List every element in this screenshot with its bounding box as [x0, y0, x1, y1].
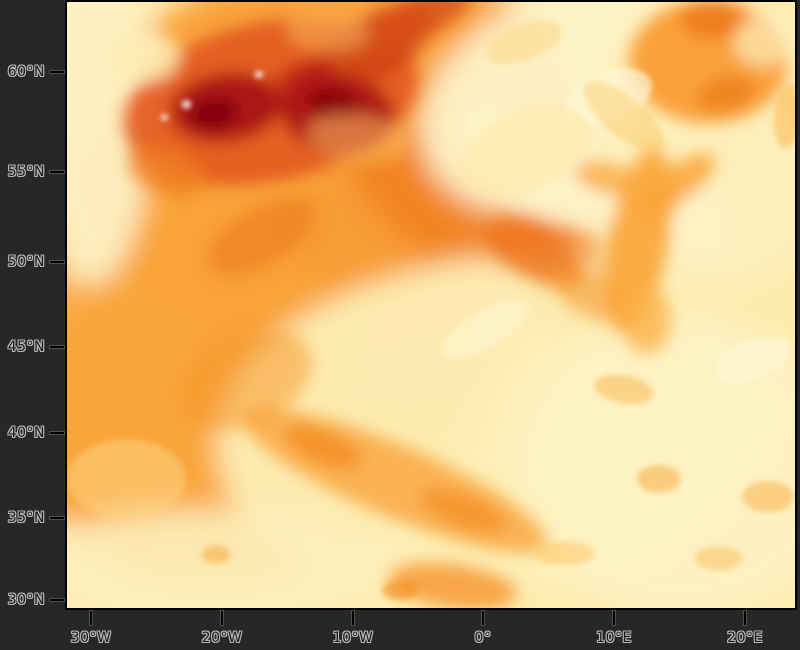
longitude-tick: [744, 611, 746, 625]
field-blob: [128, 146, 205, 196]
field-blob: [514, 319, 795, 608]
field-blob: [486, 20, 563, 64]
field-blob: [67, 508, 396, 608]
field-blob: [419, 489, 507, 533]
field-blob: [355, 256, 525, 403]
field-blob: [284, 425, 363, 469]
latitude-tick-label: 30°N: [7, 592, 45, 608]
longitude-tick-label: 30°W: [70, 630, 112, 646]
longitude-tick-label: 20°E: [727, 630, 763, 646]
field-blob: [733, 16, 794, 67]
longitude-tick-label: 10°W: [332, 630, 374, 646]
field-blob: [180, 329, 312, 430]
field-blob: [636, 153, 715, 219]
field-blob: [440, 300, 529, 360]
field-blob: [574, 161, 644, 196]
longitude-tick: [221, 611, 223, 625]
longitude-tick-label: 20°W: [201, 630, 243, 646]
latitude-tick: [50, 599, 64, 601]
latitude-tick: [50, 346, 64, 348]
longitude-tick: [352, 611, 354, 625]
field-peak-dot: [181, 100, 191, 109]
latitude-tick-label: 40°N: [7, 425, 45, 441]
latitude-tick: [50, 517, 64, 519]
map-plot-area: [65, 0, 797, 610]
field-blob: [773, 84, 795, 148]
field-blob: [67, 439, 187, 519]
field-blob: [622, 286, 671, 354]
field-peak-dot: [254, 71, 263, 78]
field-blob: [742, 480, 795, 513]
field-blob: [202, 545, 231, 564]
latitude-tick-label: 35°N: [7, 510, 45, 526]
field-blob: [697, 75, 756, 112]
longitude-tick-label: 10°E: [596, 630, 632, 646]
field-blob: [382, 580, 419, 601]
field-blob: [636, 464, 681, 493]
field-blob: [594, 374, 654, 405]
longitude-tick: [482, 611, 484, 625]
latitude-tick: [50, 71, 64, 73]
heatmap-field: [67, 2, 795, 608]
field-blob: [694, 546, 743, 571]
field-blob: [673, 190, 734, 261]
field-blob: [369, 2, 471, 47]
longitude-tick: [613, 611, 615, 625]
field-blob: [459, 104, 590, 198]
latitude-tick: [50, 261, 64, 263]
field-blob: [307, 113, 410, 163]
field-blob: [534, 541, 595, 566]
field-blob: [388, 562, 517, 608]
field-blob: [103, 30, 180, 83]
longitude-tick-label: 0°: [474, 630, 492, 646]
longitude-tick: [90, 611, 92, 625]
field-blob: [485, 217, 584, 288]
latitude-tick-label: 55°N: [7, 164, 45, 180]
latitude-tick: [50, 171, 64, 173]
field-blob: [307, 88, 360, 121]
latitude-tick-label: 50°N: [7, 254, 45, 270]
field-blob: [285, 11, 370, 52]
field-blob: [679, 2, 748, 40]
field-blob: [715, 336, 792, 383]
latitude-tick: [50, 432, 64, 434]
field-blob: [583, 80, 665, 152]
latitude-tick-label: 45°N: [7, 339, 45, 355]
field-blob: [208, 198, 316, 275]
field-peak-dot: [160, 114, 168, 121]
field-blob: [190, 98, 238, 129]
latitude-tick-label: 60°N: [7, 64, 45, 80]
field-blob: [275, 59, 333, 94]
